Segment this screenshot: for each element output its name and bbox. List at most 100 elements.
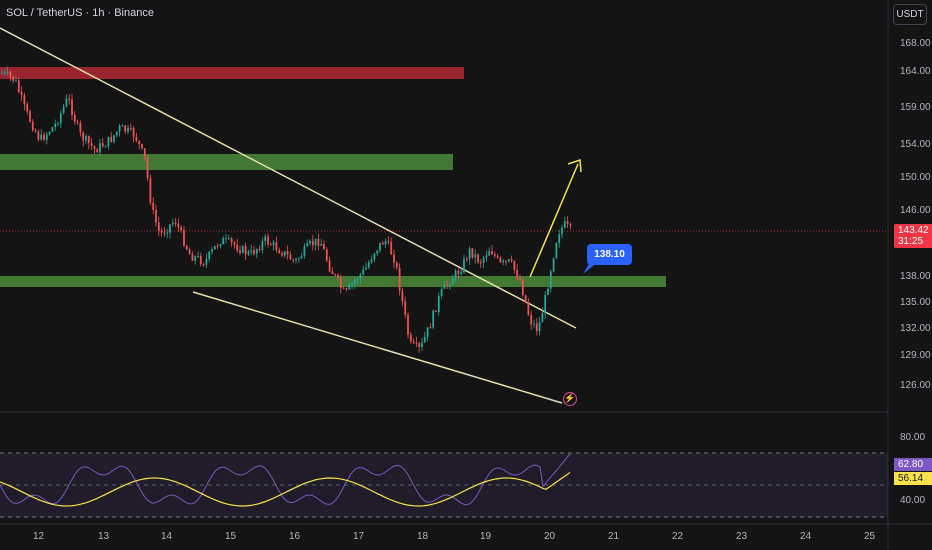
candle-body <box>393 254 395 263</box>
candle-body <box>124 125 127 132</box>
candle-body <box>303 246 306 257</box>
candle-body <box>541 313 544 323</box>
candle-body <box>496 255 499 258</box>
price-tick: 164.00 <box>900 66 931 77</box>
rsi-ma-value-tag: 56.14 <box>894 472 932 485</box>
time-tick: 17 <box>353 531 365 542</box>
currency-selector[interactable]: USDT <box>893 4 927 25</box>
candle-body <box>493 254 496 256</box>
candle-body <box>443 284 446 289</box>
candle-body <box>155 209 157 223</box>
time-tick: 18 <box>417 531 429 542</box>
candle-body <box>216 245 219 247</box>
time-tick: 22 <box>672 531 684 542</box>
candle-body <box>85 136 87 141</box>
candle-body <box>325 249 328 261</box>
time-tick: 13 <box>98 531 110 542</box>
candle-body <box>488 250 491 256</box>
lower-trendline[interactable] <box>192 291 563 404</box>
candle-body <box>446 284 449 286</box>
alert-icon[interactable]: ⚡ <box>563 392 577 406</box>
candle-body <box>390 241 393 255</box>
candle-body <box>426 327 429 337</box>
candle-body <box>188 249 191 255</box>
candle-body <box>82 132 85 141</box>
candle-body <box>23 95 26 105</box>
candle-body <box>337 274 339 278</box>
candle-body <box>79 122 82 133</box>
symbol-title[interactable]: SOL / TetherUS · 1h · Binance <box>6 7 154 19</box>
candle-body <box>29 111 31 122</box>
resistance-zone[interactable] <box>0 67 464 79</box>
candle-body <box>524 295 527 303</box>
projection-arrow[interactable] <box>529 163 579 278</box>
candle-body <box>412 341 415 343</box>
time-tick: 25 <box>864 531 876 542</box>
candle-body <box>141 144 143 149</box>
time-tick: 20 <box>544 531 556 542</box>
candle-body <box>339 277 342 288</box>
candle-body <box>379 242 381 251</box>
support-zone-lower[interactable] <box>0 276 666 287</box>
candle-body <box>328 260 331 272</box>
candle-body <box>561 227 563 235</box>
candle-body <box>160 230 163 233</box>
candle-body <box>521 280 524 296</box>
candle-body <box>3 71 6 73</box>
candle-body <box>432 310 435 328</box>
candle-body <box>479 262 482 264</box>
candle-body <box>415 342 418 344</box>
candle-body <box>558 234 561 243</box>
price-tick: 154.00 <box>900 139 931 150</box>
candle-body <box>530 314 533 325</box>
candle-body <box>435 310 437 312</box>
candle-body <box>563 221 566 228</box>
candle-body <box>101 143 104 147</box>
price-tick: 126.00 <box>900 380 931 391</box>
candle-body <box>505 260 507 262</box>
candle-body <box>185 245 188 250</box>
candle-body <box>127 127 129 132</box>
candle-body <box>477 254 479 263</box>
candle-body <box>171 222 174 225</box>
candle-body <box>451 278 454 285</box>
candle-body <box>387 241 390 243</box>
support-zone-upper[interactable] <box>0 154 453 170</box>
candle-body <box>533 323 535 325</box>
candle-body <box>211 249 213 252</box>
candle-body <box>202 264 205 266</box>
candle-body <box>199 256 202 265</box>
last-price-value: 143.42 <box>898 225 929 236</box>
candle-body <box>306 243 309 247</box>
candle-body <box>499 257 502 263</box>
last-price-tag: 143.42 31:25 <box>894 224 932 248</box>
candle-body <box>457 270 460 275</box>
candle-body <box>569 223 572 226</box>
candle-body <box>468 248 471 260</box>
candle-body <box>510 259 513 261</box>
candle-body <box>20 92 23 96</box>
candle-body <box>538 322 541 332</box>
candle-body <box>418 343 421 348</box>
time-tick: 23 <box>736 531 748 542</box>
time-tick: 14 <box>161 531 173 542</box>
candle-body <box>166 232 169 234</box>
candle-body <box>407 314 409 335</box>
price-tick: 146.00 <box>900 205 931 216</box>
candle-body <box>283 251 286 256</box>
candle-body <box>295 258 297 261</box>
candle-body <box>163 232 166 234</box>
candle-body <box>353 279 356 284</box>
candle-body <box>57 123 59 125</box>
candle-body <box>87 136 90 144</box>
candle-body <box>264 236 267 241</box>
upper-trendline[interactable] <box>0 27 577 329</box>
rsi-tick: 80.00 <box>900 432 926 443</box>
candle-body <box>96 149 99 153</box>
candle-body <box>250 250 253 252</box>
candle-body <box>348 284 351 290</box>
candle-body <box>404 301 407 315</box>
price-callout[interactable]: 138.10 <box>587 244 632 265</box>
candle-body <box>183 229 185 246</box>
